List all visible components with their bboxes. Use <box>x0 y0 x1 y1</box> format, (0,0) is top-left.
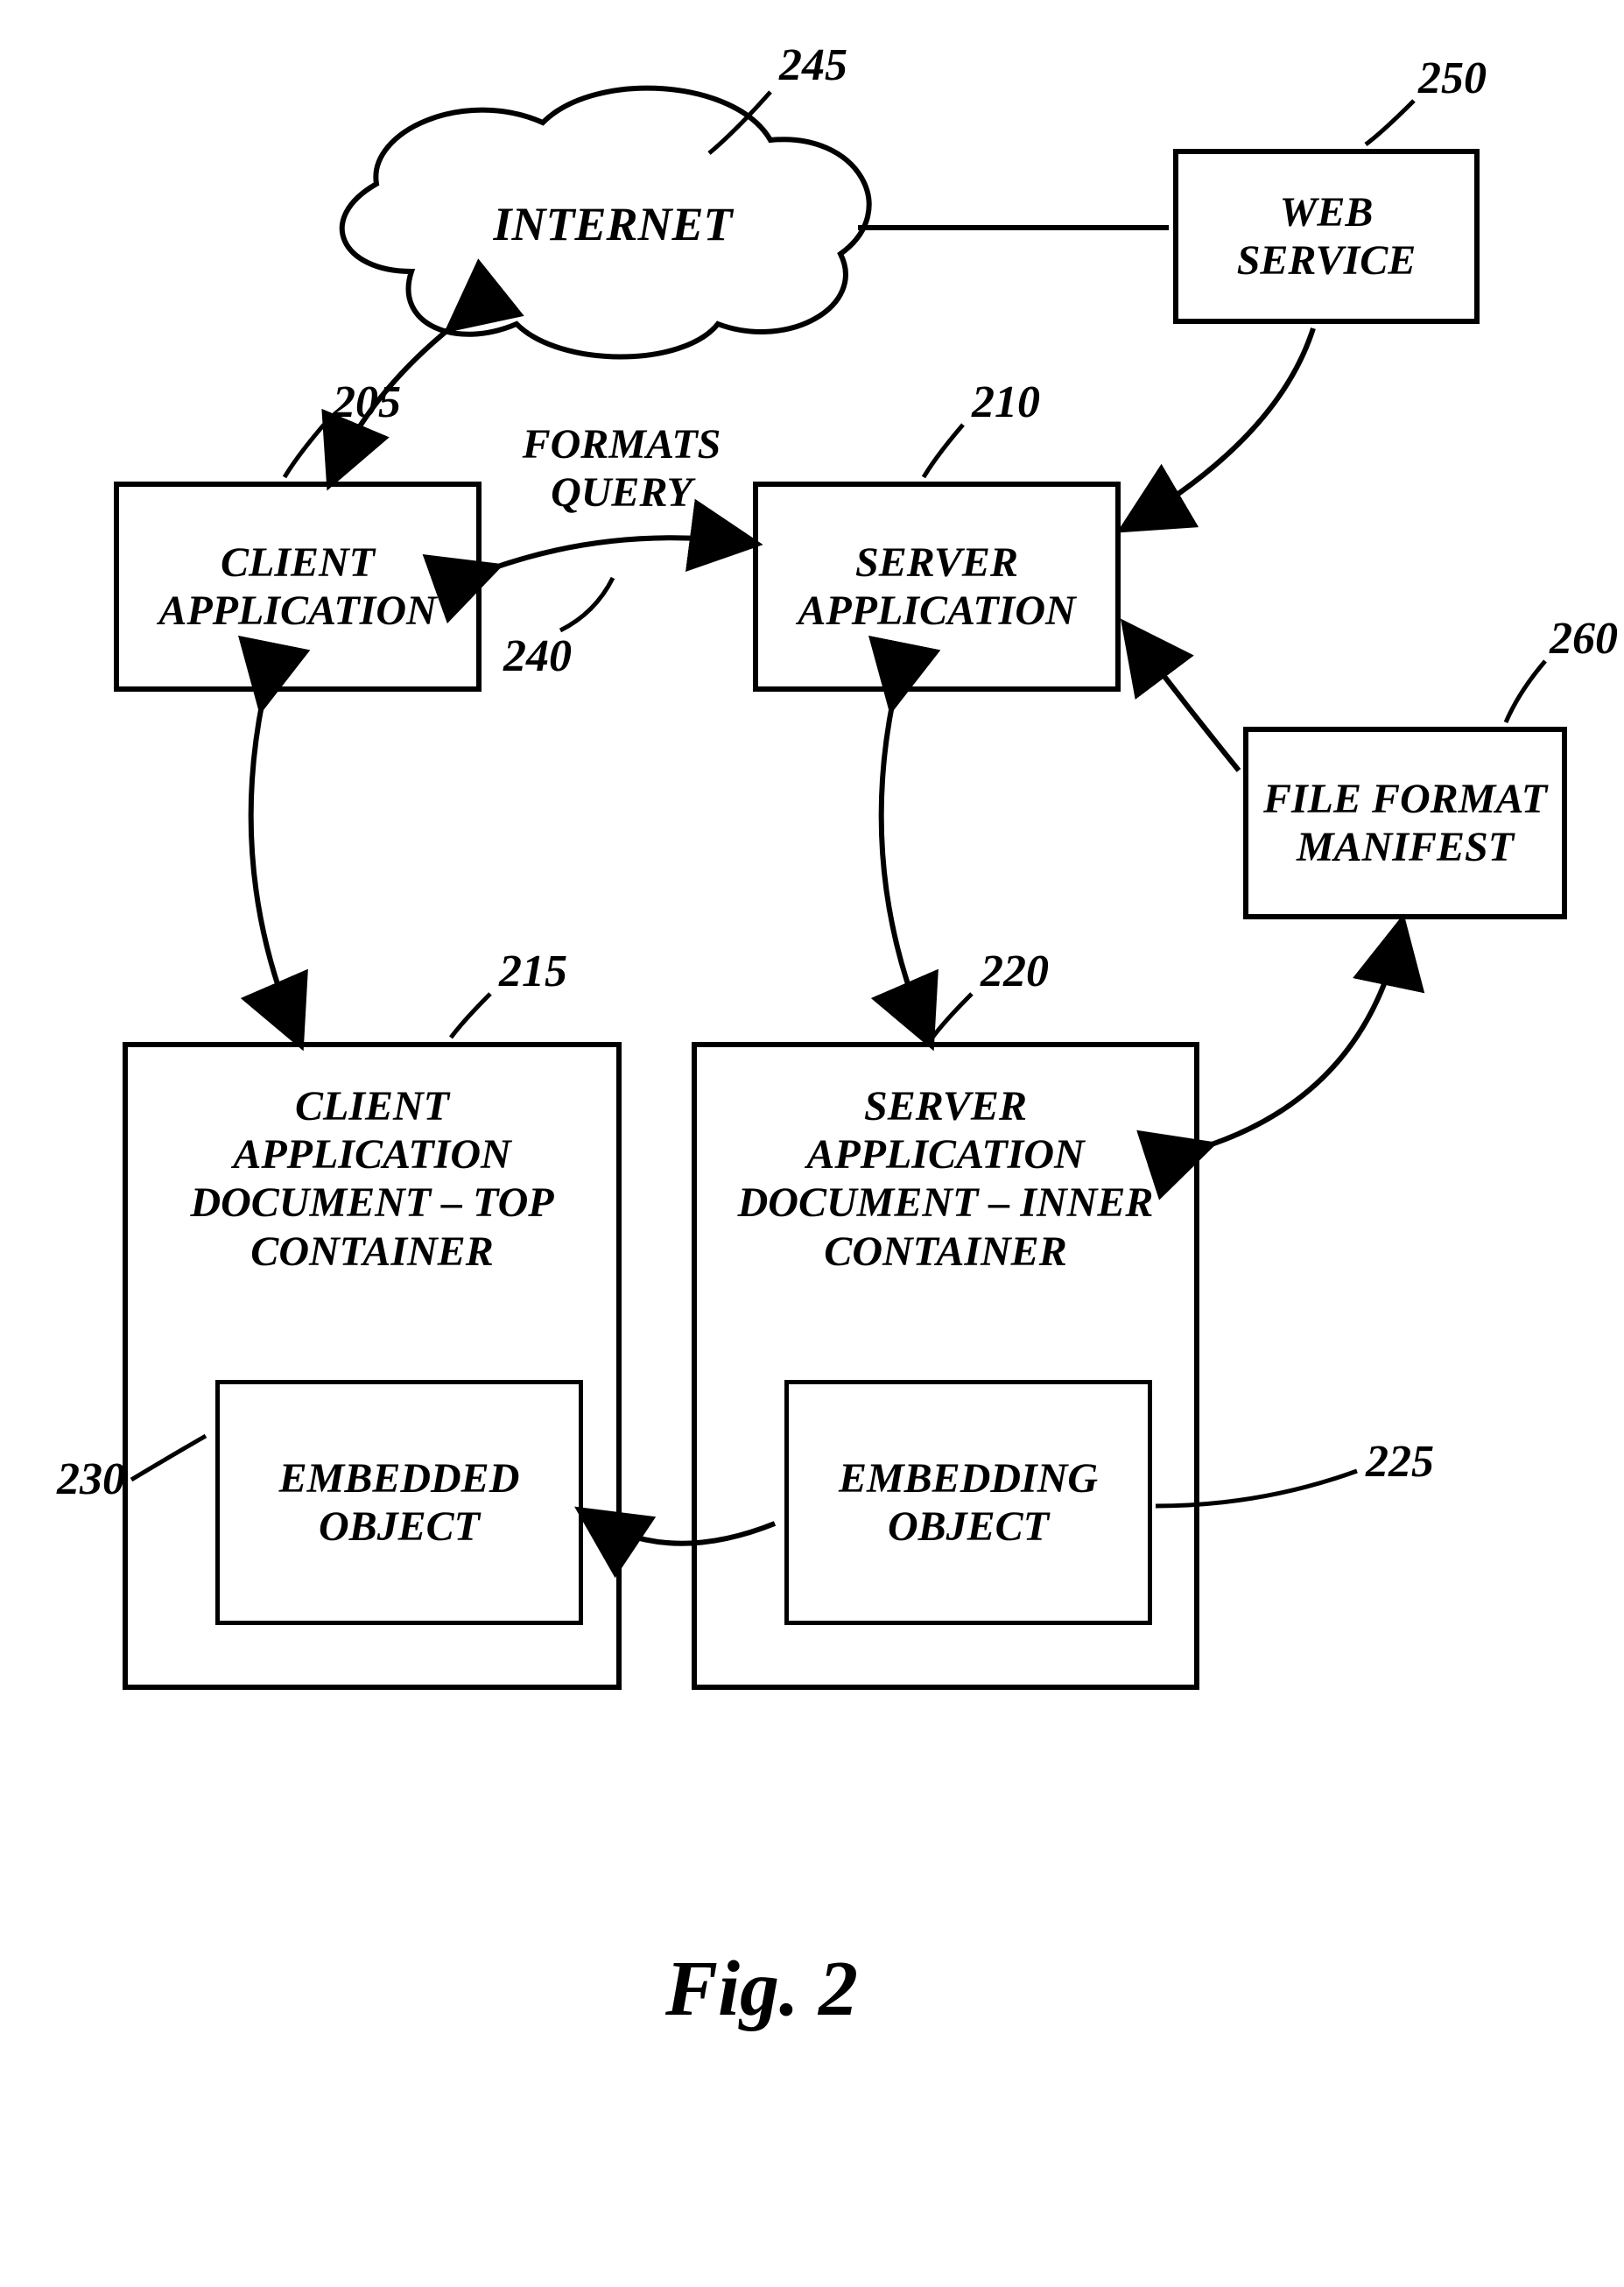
ref-250: 250 <box>1418 53 1487 104</box>
figure-caption: Fig. 2 <box>665 1944 858 2034</box>
client-doc-box: CLIENT APPLICATION DOCUMENT – TOP CONTAI… <box>123 1042 622 1690</box>
ref-210: 210 <box>972 376 1040 428</box>
embedding-object-label: EMBEDDING OBJECT <box>839 1454 1098 1551</box>
ref-260: 260 <box>1550 613 1618 665</box>
web-service-box: WEB SERVICE <box>1173 149 1480 324</box>
ref-220: 220 <box>981 946 1049 997</box>
web-service-label: WEB SERVICE <box>1237 188 1417 285</box>
client-app-box: CLIENT APPLICATION <box>114 482 482 692</box>
embedded-object-box: EMBEDDED OBJECT <box>215 1380 583 1625</box>
ref-205: 205 <box>333 376 401 428</box>
server-app-label: SERVER APPLICATION <box>798 538 1075 635</box>
embedded-object-label: EMBEDDED OBJECT <box>279 1454 520 1551</box>
diagram-canvas: INTERNET WEB SERVICE CLIENT APPLICATION … <box>0 0 1624 2287</box>
file-format-manifest-label: FILE FORMAT MANIFEST <box>1263 775 1547 871</box>
internet-label: INTERNET <box>473 197 753 251</box>
client-doc-label: CLIENT APPLICATION DOCUMENT – TOP CONTAI… <box>128 1082 616 1276</box>
ref-225: 225 <box>1366 1436 1434 1488</box>
ref-215: 215 <box>499 946 567 997</box>
ref-240: 240 <box>503 630 572 682</box>
formats-query-label: FORMATS QUERY <box>490 420 753 517</box>
client-app-label: CLIENT APPLICATION <box>158 538 436 635</box>
ref-245: 245 <box>779 39 847 91</box>
file-format-manifest-box: FILE FORMAT MANIFEST <box>1243 727 1567 919</box>
server-doc-box: SERVER APPLICATION DOCUMENT – INNER CONT… <box>692 1042 1199 1690</box>
ref-230: 230 <box>57 1453 125 1505</box>
server-doc-label: SERVER APPLICATION DOCUMENT – INNER CONT… <box>697 1082 1194 1276</box>
embedding-object-box: EMBEDDING OBJECT <box>784 1380 1152 1625</box>
server-app-box: SERVER APPLICATION <box>753 482 1121 692</box>
